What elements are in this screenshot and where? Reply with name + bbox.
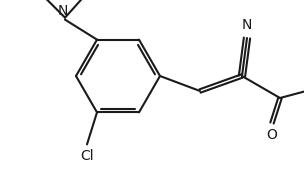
Text: Cl: Cl <box>80 149 94 163</box>
Text: N: N <box>58 4 68 18</box>
Text: O: O <box>267 128 278 142</box>
Text: N: N <box>242 18 252 32</box>
